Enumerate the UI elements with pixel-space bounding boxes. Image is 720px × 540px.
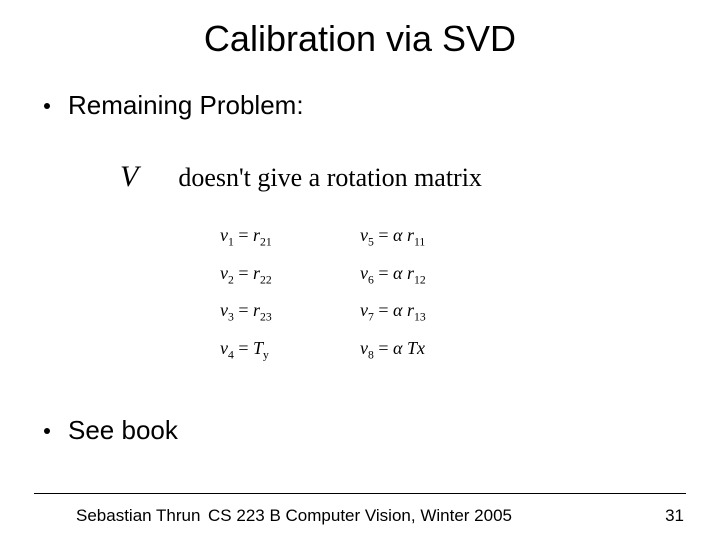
bullet-remaining-problem: Remaining Problem: bbox=[44, 90, 304, 121]
bullet-dot-icon bbox=[44, 428, 50, 434]
footer-author: Sebastian Thrun bbox=[76, 506, 200, 526]
equation-right-1: v5 = α r11 bbox=[360, 225, 470, 249]
footer-course: CS 223 B Computer Vision, Winter 2005 bbox=[208, 506, 512, 526]
bullet-dot-icon bbox=[44, 103, 50, 109]
equation-left-1: v1 = r21 bbox=[220, 225, 330, 249]
equation-left-2: v2 = r22 bbox=[220, 263, 330, 287]
equation-right-2: v6 = α r12 bbox=[360, 263, 470, 287]
footer-page-number: 31 bbox=[665, 506, 684, 526]
equation-left-3: v3 = r23 bbox=[220, 300, 330, 324]
slide: Calibration via SVD Remaining Problem: V… bbox=[0, 0, 720, 540]
equation-right-4: v8 = α Tx bbox=[360, 338, 470, 362]
bullet-text: See book bbox=[68, 415, 178, 446]
equation-right-3: v7 = α r13 bbox=[360, 300, 470, 324]
math-statement-text: doesn't give a rotation matrix bbox=[178, 163, 482, 193]
equation-left-4: v4 = Ty bbox=[220, 338, 330, 362]
bullet-see-book: See book bbox=[44, 415, 178, 446]
footer: Sebastian Thrun CS 223 B Computer Vision… bbox=[0, 506, 720, 526]
bullet-text: Remaining Problem: bbox=[68, 90, 304, 121]
math-symbol-V: V bbox=[120, 160, 138, 194]
equation-block: v1 = r21 v5 = α r11 v2 = r22 v6 = α r12 v3 =… bbox=[220, 225, 470, 361]
math-statement: V doesn't give a rotation matrix bbox=[120, 160, 482, 194]
slide-title: Calibration via SVD bbox=[0, 18, 720, 60]
footer-divider bbox=[34, 493, 686, 494]
